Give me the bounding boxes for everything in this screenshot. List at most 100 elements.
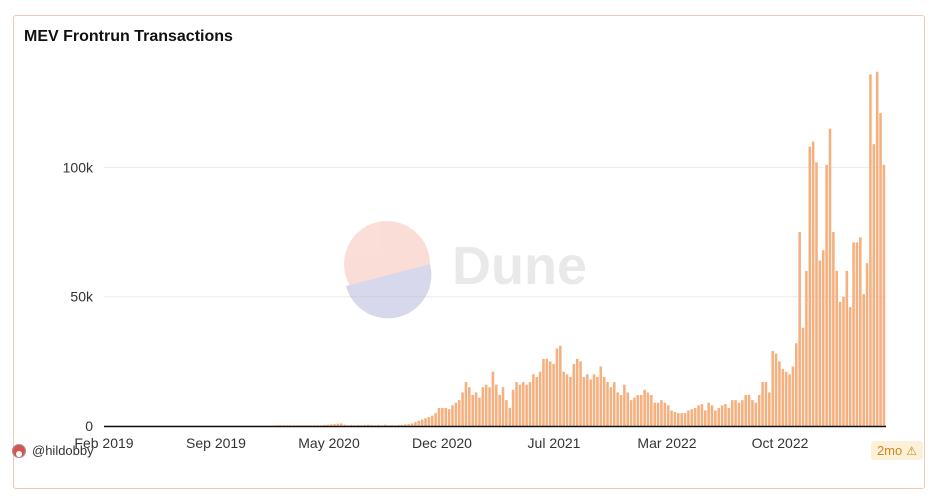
bar [269,425,272,426]
bar [390,424,394,426]
watermark-circle-top [344,221,430,307]
bar [714,410,717,426]
bar [124,425,127,426]
bar [511,389,515,426]
bar [552,363,555,426]
author[interactable]: @hildobby [12,443,94,458]
bar [794,343,798,426]
bar [447,409,451,426]
bar [104,425,107,426]
bar [521,382,525,426]
x-tick-label: May 2020 [298,435,360,451]
bar [434,413,437,426]
bar [660,400,663,426]
bar [653,402,656,426]
bar [208,425,212,426]
bar [171,425,174,426]
bar [845,270,849,426]
bar [205,425,208,426]
bar [377,424,380,426]
bar [296,425,299,426]
bar [323,424,326,426]
bar [471,394,474,426]
bar [821,250,825,426]
bar [232,425,235,426]
bar [346,425,350,426]
bar [879,113,882,426]
bar [565,374,569,426]
bar [562,371,565,426]
bar [478,397,481,426]
bar [228,425,232,426]
bar [484,384,488,426]
bar [403,424,407,426]
bar [798,232,801,426]
bar [518,384,522,426]
bar [255,425,259,426]
bar [717,407,721,426]
bar [292,425,296,426]
bar [319,425,323,426]
bar [764,382,768,426]
bar [130,425,134,426]
bar [730,400,734,426]
bar [855,242,859,426]
bar [862,294,865,426]
bar [579,361,582,426]
bar [134,425,137,426]
bar [656,402,660,426]
gridlines [104,166,886,298]
x-tick-labels: Feb 2019 Sep 2019 May 2020 Dec 2020 Jul 2021… [74,435,808,451]
bar [417,420,421,426]
bar [215,425,218,426]
bar [589,379,592,426]
bar [690,409,694,426]
bar [164,425,168,426]
bar [508,407,512,426]
bar [538,371,542,426]
bar [414,422,417,426]
bar [147,425,151,426]
bar [633,397,636,426]
bar [461,392,464,426]
bar [586,374,589,426]
bar [791,366,795,426]
bar [498,394,501,426]
bar [801,327,805,426]
x-tick-label: Mar 2022 [637,435,696,451]
bar [612,382,616,426]
bar [835,270,839,426]
bar [528,382,532,426]
bar [245,425,249,426]
bar [680,413,683,426]
bar [693,407,697,426]
bar [848,307,852,426]
bar [259,425,262,426]
bar [703,410,707,426]
bar [201,425,205,426]
bar [329,424,333,426]
bar [838,301,842,426]
bar [788,374,791,426]
bar [454,402,458,426]
bar [168,425,171,426]
dune-watermark: Dune [344,221,587,319]
bar [852,242,855,426]
bar [582,376,586,426]
bar [356,424,360,426]
bar [137,425,141,426]
bar [606,382,609,426]
bar [865,263,869,426]
bar [141,425,144,426]
bar [444,407,448,426]
bar [832,232,835,426]
staleness-badge[interactable]: 2mo ⚠ [870,441,923,460]
bar [623,384,626,426]
bar [575,358,579,426]
bar [697,405,700,426]
bar [515,382,518,426]
bar [882,164,886,426]
bar [724,404,727,426]
bar [299,425,303,426]
